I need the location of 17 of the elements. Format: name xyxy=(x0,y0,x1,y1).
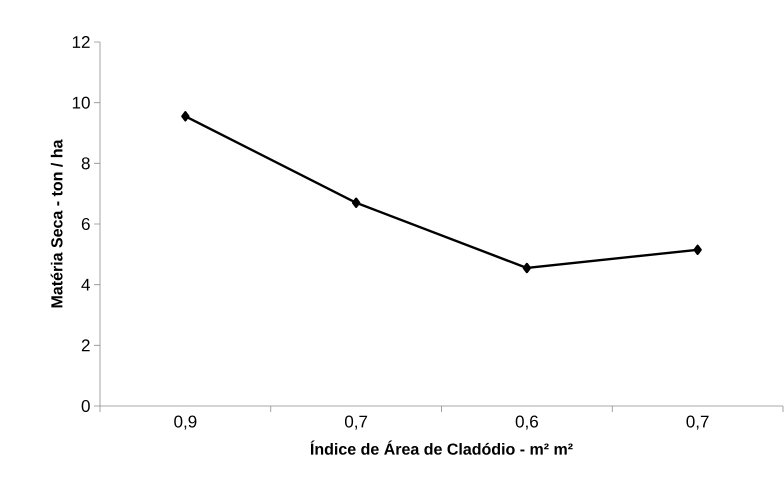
x-tick-label: 0,9 xyxy=(174,416,196,430)
y-tick-label: 6 xyxy=(82,218,90,230)
x-tick-label: 0,6 xyxy=(516,416,538,430)
point xyxy=(693,244,702,255)
y-tick-label: 4 xyxy=(81,278,90,291)
y-tick-label: 12 xyxy=(72,36,90,48)
y-tick-label: 0 xyxy=(82,400,90,412)
x-axis-title: Índice de Área de Cladódio - m² m² xyxy=(310,440,573,455)
point xyxy=(181,111,190,122)
x-tick-label: 0,7 xyxy=(686,416,709,430)
y-tick-label: 2 xyxy=(82,339,90,352)
x-tick-label: 0,7 xyxy=(344,416,368,430)
y-tick-label: 8 xyxy=(82,157,90,170)
y-tick-label: 10 xyxy=(72,96,90,109)
point xyxy=(522,262,532,274)
point xyxy=(352,198,360,208)
y-axis-title: Matéria Seca - ton / ha xyxy=(50,139,63,308)
